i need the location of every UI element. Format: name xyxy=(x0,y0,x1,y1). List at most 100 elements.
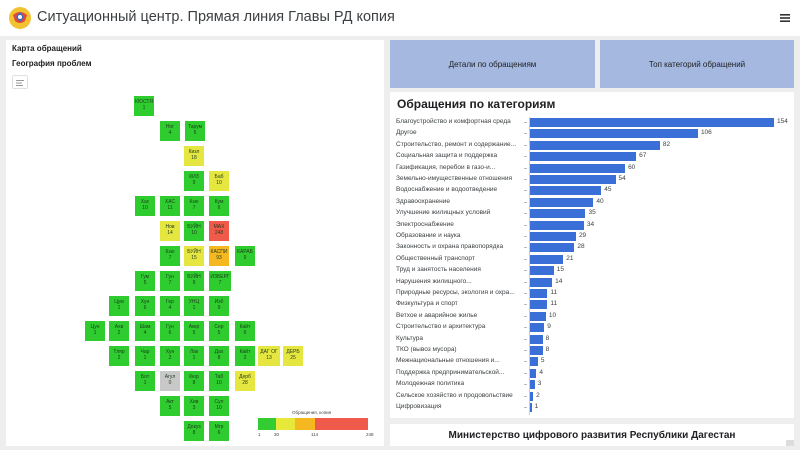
top-categories-button[interactable]: Топ категорий обращений xyxy=(600,40,794,88)
region-tile[interactable]: КАРАБ 9 xyxy=(235,246,255,266)
region-tile[interactable]: Докуз 8 xyxy=(184,421,204,441)
category-bar[interactable] xyxy=(530,289,548,298)
region-code: ДЕРБ xyxy=(286,349,300,355)
region-tile[interactable]: Хун 6 xyxy=(135,296,155,316)
region-tile[interactable]: Гер 4 xyxy=(160,296,180,316)
region-tile[interactable]: Гум 5 xyxy=(135,271,155,291)
region-tile[interactable]: ДАГ ОГ 13 xyxy=(258,346,280,366)
category-bar[interactable] xyxy=(530,175,616,184)
legend-icon[interactable] xyxy=(12,75,28,89)
region-tile[interactable]: Баб 10 xyxy=(209,171,229,191)
categories-chart-panel: Обращения по категориям Благоустройство … xyxy=(390,92,794,418)
region-tile[interactable]: КЮСТЯ 1 xyxy=(134,96,154,116)
region-count: 28 xyxy=(242,380,248,386)
region-tile[interactable]: Таб 10 xyxy=(209,371,229,391)
region-tile[interactable]: Шам 4 xyxy=(135,321,155,341)
region-tile[interactable]: Нов 14 xyxy=(160,221,180,241)
region-tile[interactable]: Бот 1 xyxy=(135,371,155,391)
category-bar[interactable] xyxy=(530,197,594,207)
region-code: Ног xyxy=(165,124,175,130)
region-code: КАСПИ xyxy=(210,249,228,255)
region-tile[interactable]: Сул 10 xyxy=(209,396,229,416)
region-count: 4 xyxy=(143,330,147,336)
region-code: Хас xyxy=(140,199,150,205)
region-count: 1 xyxy=(117,305,121,311)
region-tile[interactable]: Дерб 28 xyxy=(235,371,255,391)
region-tile[interactable]: Мгр 6 xyxy=(209,421,229,441)
region-tile[interactable]: Чар 1 xyxy=(135,346,155,366)
category-bar[interactable] xyxy=(530,380,535,390)
region-tile[interactable]: ДЕРБ 25 xyxy=(283,346,303,366)
category-bar[interactable] xyxy=(530,118,774,127)
category-bar[interactable] xyxy=(530,266,554,276)
region-tile[interactable]: Аккр 5 xyxy=(184,321,204,341)
region-tile[interactable]: МАХ 248 xyxy=(209,221,229,241)
region-tile[interactable]: БУЙН 9 xyxy=(184,271,204,291)
category-bar[interactable] xyxy=(530,186,602,196)
region-tile[interactable]: КАСПИ 93 xyxy=(209,246,229,266)
region-tile[interactable]: Лак 1 xyxy=(184,346,204,366)
region-tile[interactable]: БУЙН 10 xyxy=(184,221,204,241)
region-tile[interactable]: Акт 5 xyxy=(160,396,180,416)
category-tick xyxy=(524,224,527,226)
region-tile[interactable]: Кизл 18 xyxy=(184,146,204,166)
region-tile[interactable]: Хун 2 xyxy=(160,346,180,366)
category-bar[interactable] xyxy=(530,232,576,241)
region-tile[interactable]: Гун 6 xyxy=(160,321,180,341)
region-tile[interactable]: ХАС 11 xyxy=(160,196,180,216)
region-tile[interactable]: Ног 4 xyxy=(160,121,180,141)
region-tile[interactable]: Хас 10 xyxy=(135,196,155,216)
region-tile[interactable]: УНЦ 1 xyxy=(184,296,204,316)
region-tile[interactable]: Кум 6 xyxy=(209,196,229,216)
category-bar[interactable] xyxy=(530,220,584,230)
region-tile[interactable]: Ахв 2 xyxy=(109,321,129,341)
region-code: Гер xyxy=(166,299,174,305)
category-bar[interactable] xyxy=(530,323,545,333)
category-tick xyxy=(524,190,527,192)
region-count: 6 xyxy=(143,305,147,311)
category-bar[interactable] xyxy=(530,209,586,219)
region-tile[interactable]: Тляр 2 xyxy=(109,346,129,366)
region-code: Цун xyxy=(90,324,100,330)
category-bar[interactable] xyxy=(530,300,548,310)
region-tile[interactable]: Кзю 7 xyxy=(160,246,180,266)
category-bar[interactable] xyxy=(530,163,626,173)
category-bar[interactable] xyxy=(530,140,660,150)
region-tile[interactable]: Дах 8 xyxy=(209,346,229,366)
region-code: Кюр xyxy=(189,374,199,380)
category-bar[interactable] xyxy=(530,391,534,401)
region-tile[interactable]: Агул 0 xyxy=(160,371,180,391)
region-tile[interactable]: КИЗ 9 xyxy=(184,171,204,191)
region-tile[interactable]: Сер 5 xyxy=(209,321,229,341)
region-tile[interactable]: Кзю 7 xyxy=(184,196,204,216)
region-tile[interactable]: ИЗБЕРГ 7 xyxy=(209,271,231,291)
category-bar[interactable] xyxy=(530,129,698,139)
category-bar[interactable] xyxy=(530,346,543,355)
region-tile[interactable]: Кайт 6 xyxy=(235,321,255,341)
details-button[interactable]: Детали по обращениям xyxy=(390,40,595,88)
category-bar[interactable] xyxy=(530,403,532,412)
region-tile[interactable]: Гун 7 xyxy=(160,271,180,291)
region-code: Хун xyxy=(165,349,175,355)
region-tile[interactable]: Хив 3 xyxy=(184,396,204,416)
region-tile[interactable]: Кайт 2 xyxy=(235,346,255,366)
category-bar[interactable] xyxy=(530,152,637,162)
region-tile[interactable]: Цум 1 xyxy=(109,296,129,316)
hamburger-menu-icon[interactable] xyxy=(776,10,794,26)
region-tile[interactable]: БУЙН 15 xyxy=(184,246,204,266)
category-tick xyxy=(524,315,527,317)
category-bar[interactable] xyxy=(530,243,575,253)
category-bar[interactable] xyxy=(530,334,543,344)
region-count: 14 xyxy=(167,230,173,236)
category-bar[interactable] xyxy=(530,311,546,321)
category-bar[interactable] xyxy=(530,357,538,367)
category-bar[interactable] xyxy=(530,277,553,287)
category-value: 54 xyxy=(618,175,626,182)
region-tile[interactable]: Кюр 8 xyxy=(184,371,204,391)
region-tile[interactable]: Изб 9 xyxy=(209,296,229,316)
category-tick xyxy=(524,338,527,340)
region-tile[interactable]: Цун 1 xyxy=(85,321,105,341)
category-bar[interactable] xyxy=(530,254,564,264)
region-tile[interactable]: Тарум 5 xyxy=(185,121,205,141)
category-bar[interactable] xyxy=(530,368,537,378)
